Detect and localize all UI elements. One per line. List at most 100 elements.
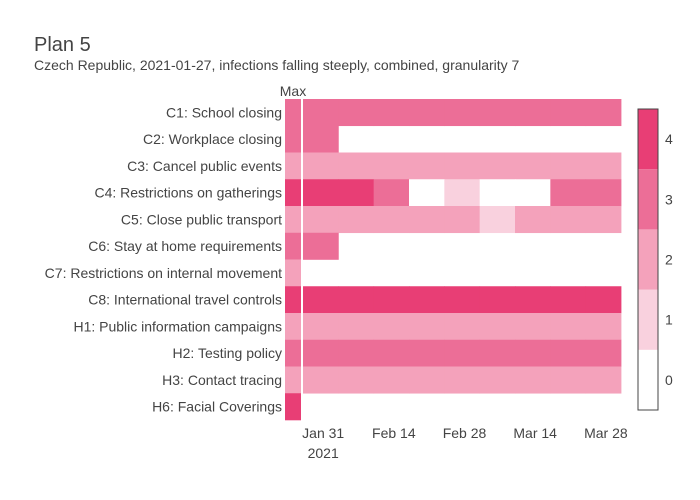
- heatmap-cell: [374, 340, 410, 367]
- heatmap-cell: [338, 367, 374, 394]
- row-label: C4: Restrictions on gatherings: [94, 185, 282, 201]
- colorbar: 0 1 2 3 4: [638, 109, 673, 410]
- heatmap-cell: [550, 367, 586, 394]
- heatmap-cell: [409, 179, 445, 206]
- heatmap-cell: [480, 367, 516, 394]
- heatmap-cell: [444, 367, 480, 394]
- heatmap-cell: [409, 99, 445, 126]
- heatmap-cell: [480, 313, 516, 340]
- heatmap-cell: [480, 206, 516, 233]
- heatmap-cell: [515, 286, 551, 313]
- heatmap-cell: [550, 153, 586, 180]
- heatmap-cell: [303, 99, 339, 126]
- heatmap-cell: [338, 99, 374, 126]
- heatmap-cell: [480, 99, 516, 126]
- row-label: H2: Testing policy: [173, 345, 282, 361]
- heatmap-cell: [303, 313, 339, 340]
- heatmap-cell: [338, 340, 374, 367]
- heatmap-cell: [303, 153, 339, 180]
- max-cell: [285, 367, 301, 394]
- heatmap-cell: [303, 179, 339, 206]
- row-label: C1: School closing: [166, 104, 282, 120]
- heatmap-cell: [409, 313, 445, 340]
- heatmap-cell: [550, 313, 586, 340]
- colorbar-tick-label: 0: [665, 372, 673, 388]
- heatmap-cell: [374, 367, 410, 394]
- heatmap-cell: [444, 340, 480, 367]
- x-tick-label: Feb 28: [443, 425, 487, 441]
- heatmap-cell: [515, 313, 551, 340]
- heatmap-cell: [409, 206, 445, 233]
- heatmap-cells: [285, 95, 621, 424]
- heatmap-cell: [444, 286, 480, 313]
- row-label: C7: Restrictions on internal movement: [45, 265, 282, 281]
- row-label: C5: Close public transport: [121, 211, 282, 227]
- max-cell: [285, 126, 301, 153]
- max-cell: [285, 99, 301, 126]
- heatmap-cell: [515, 99, 551, 126]
- heatmap-cell: [550, 179, 586, 206]
- row-label: C8: International travel controls: [88, 292, 282, 308]
- row-label: H1: Public information campaigns: [73, 318, 282, 334]
- heatmap-cell: [409, 153, 445, 180]
- x-axis-ticks: Jan 31 2021 Feb 14 Feb 28 Mar 14 Mar 28: [302, 425, 628, 461]
- heatmap-cell: [303, 286, 339, 313]
- max-cell: [285, 313, 301, 340]
- heatmap-cell: [515, 340, 551, 367]
- colorbar-tick-label: 2: [665, 252, 673, 268]
- x-tick-label: Feb 14: [372, 425, 416, 441]
- row-labels: C1: School closing C2: Workplace closing C…: [45, 104, 282, 414]
- heatmap-cell: [444, 99, 480, 126]
- heatmap-cell: [338, 206, 374, 233]
- row-label: H3: Contact tracing: [162, 372, 282, 388]
- heatmap-cell: [444, 179, 480, 206]
- heatmap-cell: [374, 313, 410, 340]
- heatmap-cell: [374, 286, 410, 313]
- x-tick-label: Mar 28: [584, 425, 628, 441]
- heatmap-cell: [480, 153, 516, 180]
- heatmap-cell: [550, 206, 586, 233]
- x-tick-label: Jan 31: [302, 425, 344, 441]
- colorbar-segment: [638, 109, 658, 169]
- heatmap-cell: [550, 340, 586, 367]
- heatmap-cell: [550, 286, 586, 313]
- max-cell: [285, 179, 301, 206]
- colorbar-tick-label: 3: [665, 191, 673, 207]
- heatmap-cell: [303, 340, 339, 367]
- heatmap-cell: [480, 179, 516, 206]
- heatmap-cell: [409, 367, 445, 394]
- colorbar-segment: [638, 350, 658, 410]
- heatmap-cell: [586, 179, 622, 206]
- heatmap-cell: [586, 99, 622, 126]
- heatmap-cell: [444, 153, 480, 180]
- max-cell: [285, 393, 301, 420]
- row-label: C2: Workplace closing: [143, 131, 282, 147]
- max-separator: [301, 95, 303, 424]
- row-label: C3: Cancel public events: [127, 158, 282, 174]
- heatmap-cell: [303, 367, 339, 394]
- chart-subtitle: Czech Republic, 2021-01-27, infections f…: [34, 57, 520, 73]
- heatmap-cell: [515, 367, 551, 394]
- heatmap-cell: [444, 313, 480, 340]
- heatmap-cell: [586, 340, 622, 367]
- chart-title: Plan 5: [34, 34, 91, 56]
- colorbar-tick-label: 1: [665, 312, 673, 328]
- heatmap-cell: [409, 286, 445, 313]
- heatmap-cell: [303, 233, 339, 260]
- max-cell: [285, 286, 301, 313]
- colorbar-segment: [638, 169, 658, 229]
- colorbar-segment: [638, 290, 658, 350]
- colorbar-tick-label: 4: [665, 131, 673, 147]
- max-cell: [285, 340, 301, 367]
- x-tick-label: Mar 14: [513, 425, 557, 441]
- max-cell: [285, 233, 301, 260]
- heatmap-cell: [303, 206, 339, 233]
- colorbar-segment: [638, 229, 658, 289]
- heatmap-cell: [374, 179, 410, 206]
- heatmap-cell: [338, 313, 374, 340]
- heatmap-cell: [515, 153, 551, 180]
- heatmap-cell: [480, 340, 516, 367]
- heatmap-cell: [480, 286, 516, 313]
- heatmap-cell: [444, 206, 480, 233]
